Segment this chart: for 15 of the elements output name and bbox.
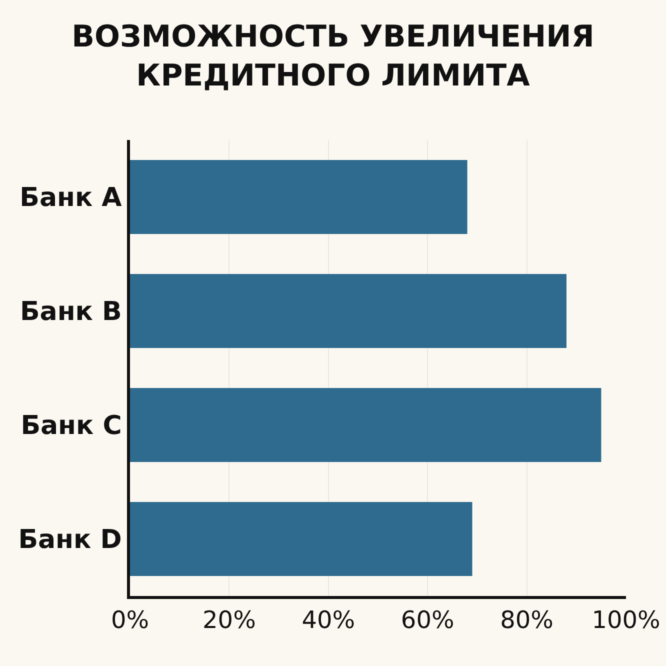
bar [130,388,602,462]
bar [130,160,468,234]
x-tick-label: 0% [110,606,150,634]
x-tick-label: 80% [500,606,554,634]
bar [130,502,472,576]
y-tick-label: Банк C [20,411,122,442]
chart-title: ВОЗМОЖНОСТЬ УВЕЛИЧЕНИЯ КРЕДИТНОГО ЛИМИТА [72,20,594,94]
y-tick-label: Банк D [18,525,122,556]
x-tick-label: 40% [302,606,356,634]
x-tick-label: 20% [202,606,256,634]
x-tick-label: 60% [400,606,454,634]
y-tick-label: Банк B [20,297,122,328]
y-tick-label: Банк A [20,183,122,214]
bar [130,274,566,348]
x-tick-label: 100% [592,606,660,634]
